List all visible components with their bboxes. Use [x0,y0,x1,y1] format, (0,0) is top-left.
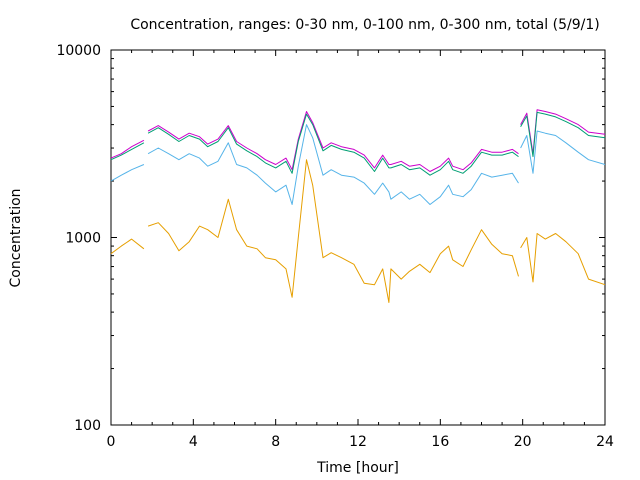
series-line-4 [110,159,606,303]
x-tick-label: 20 [514,434,532,450]
x-tick-label: 12 [349,434,367,450]
chart-title: Concentration, ranges: 0-30 nm, 0-100 nm… [130,17,599,33]
series-line-2 [110,111,606,176]
y-tick-label: 10000 [56,43,101,59]
series-layer [110,109,606,303]
y-tick-label: 100 [74,418,101,434]
x-axis-label: Time [hour] [316,460,399,476]
x-tick-label: 0 [107,434,116,450]
series-line-3 [110,124,606,205]
x-tick-label: 16 [431,434,449,450]
x-tick-label: 24 [596,434,614,450]
y-tick-label: 1000 [65,231,101,247]
axis-ticks: 0 4 8 12 16 20 24 100 1000 10000 [56,43,614,450]
x-tick-label: 4 [189,434,198,450]
x-tick-label: 8 [271,434,280,450]
y-axis-label: Concentration [8,188,24,287]
plot-frame [110,49,606,426]
